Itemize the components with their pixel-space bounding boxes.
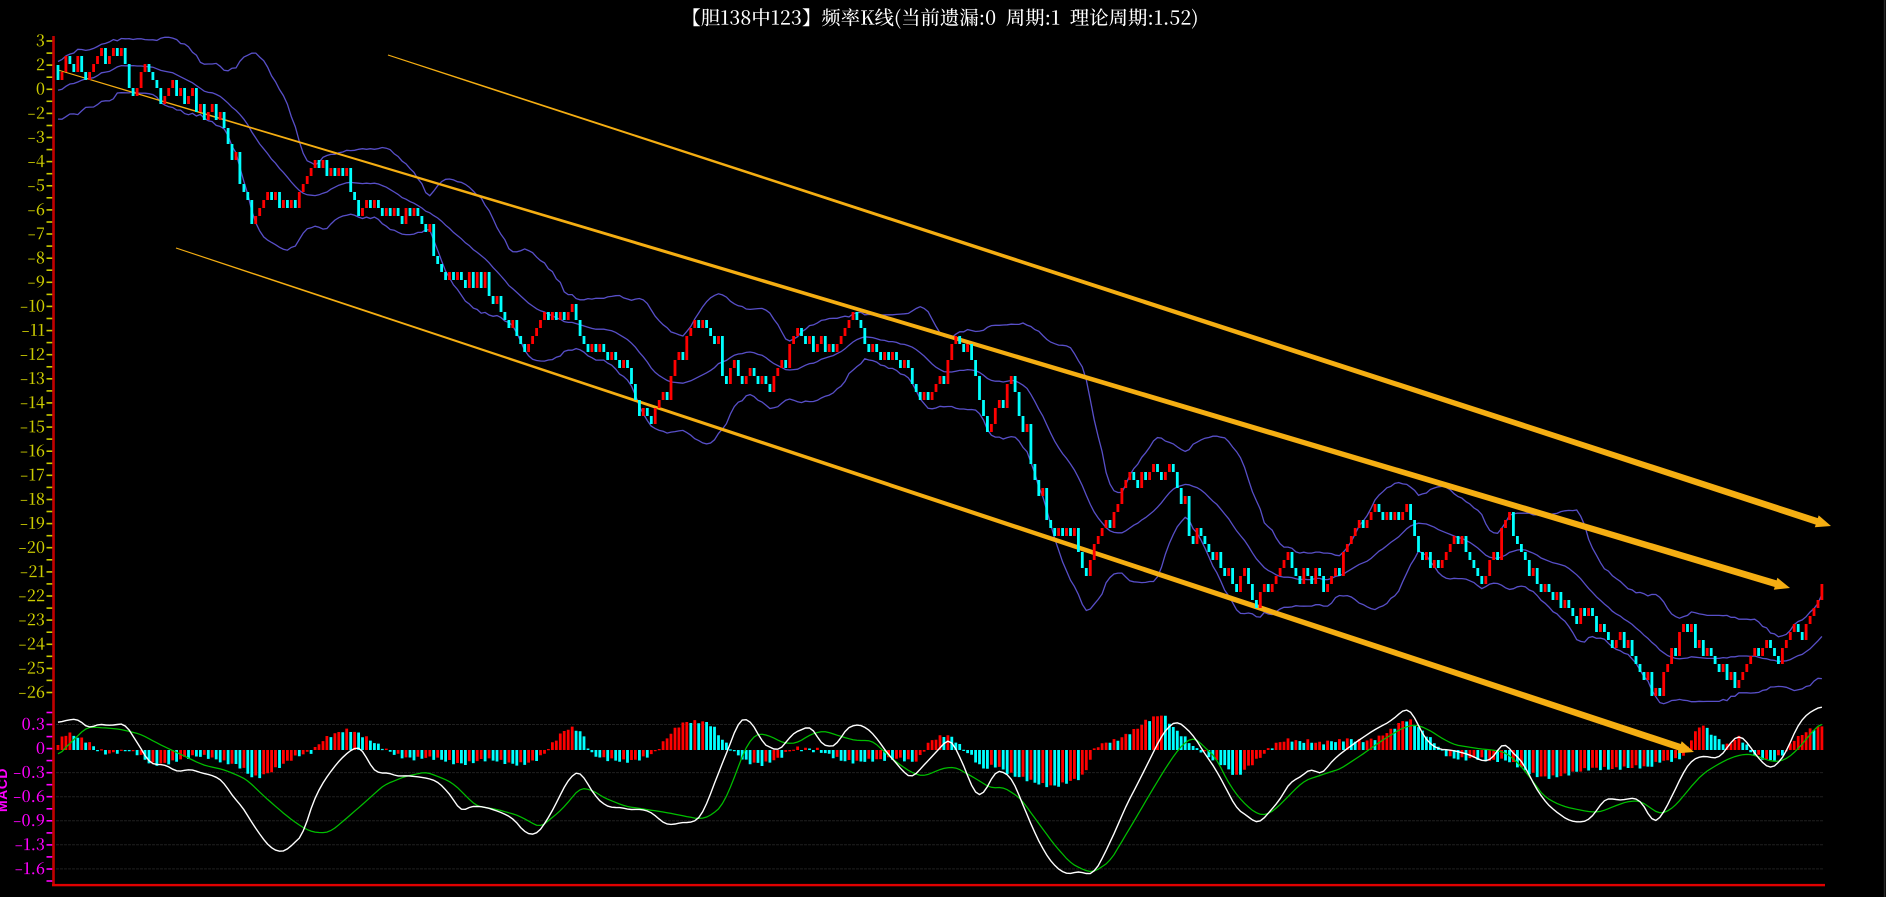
svg-text:MACD: MACD (0, 768, 10, 812)
